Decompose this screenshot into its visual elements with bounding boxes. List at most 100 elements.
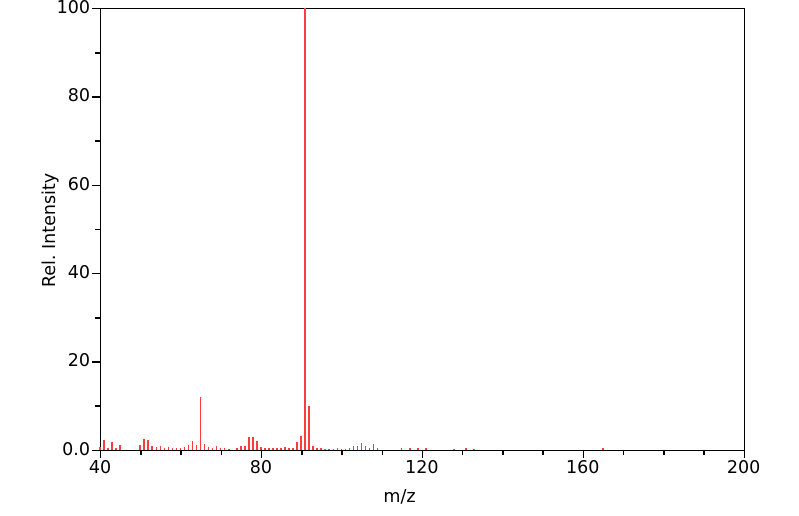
x-tick-label: 120 — [405, 458, 439, 478]
top-spine — [100, 8, 745, 10]
spectrum-peak — [239, 446, 242, 450]
spectrum-peak — [219, 447, 222, 450]
x-tick-major — [260, 450, 263, 458]
x-tick-label: 200 — [726, 458, 761, 478]
y-tick-minor — [95, 405, 100, 407]
x-tick-label: 40 — [88, 458, 112, 478]
x-tick-minor — [220, 450, 223, 455]
spectrum-peak — [167, 446, 170, 450]
spectrum-peak — [227, 448, 230, 450]
spectrum-peak — [175, 447, 178, 450]
spectrum-peak — [103, 439, 105, 450]
spectrum-peak — [276, 448, 278, 450]
spectrum-peak — [372, 443, 375, 450]
spectrum-peak — [332, 448, 335, 450]
spectrum-peak — [376, 447, 379, 450]
spectrum-peak — [292, 447, 294, 450]
spectrum-peak — [364, 446, 367, 450]
spectrum-peak — [344, 448, 347, 450]
y-tick-minor — [95, 317, 100, 319]
spectrum-peak — [602, 447, 604, 450]
spectrum-peak — [348, 448, 351, 450]
spectrum-peak — [151, 446, 154, 450]
spectrum-peak — [179, 448, 182, 450]
spectrum-peak — [268, 448, 270, 450]
spectrum-peak — [260, 447, 262, 450]
spectrum-peak — [296, 442, 298, 450]
spectrum-peak — [147, 440, 150, 450]
spectrum-peak — [473, 448, 475, 450]
spectrum-peak — [316, 448, 318, 450]
x-tick-minor — [542, 450, 544, 455]
y-tick-label: 100 — [56, 0, 90, 18]
spectrum-peak — [211, 447, 214, 450]
spectrum-peak — [244, 445, 246, 450]
spectrum-peak — [312, 445, 314, 450]
spectrum-peak — [203, 443, 206, 450]
y-tick-major — [92, 96, 100, 98]
spectrum-peak — [248, 437, 250, 450]
spectrum-peak — [264, 447, 266, 450]
x-tick-minor — [140, 450, 142, 455]
x-tick-minor — [703, 450, 705, 455]
spectrum-peak — [308, 405, 310, 450]
spectrum-peak — [163, 447, 166, 450]
y-tick-label: 80 — [67, 86, 90, 107]
y-tick-major — [92, 8, 100, 10]
y-tick-label: 40 — [67, 262, 90, 283]
x-tick-minor — [180, 450, 182, 455]
spectrum-peak — [107, 447, 109, 450]
x-tick-minor — [663, 450, 665, 455]
spectrum-peak — [191, 440, 194, 450]
x-tick-major — [421, 450, 424, 458]
x-tick-label: 160 — [565, 458, 600, 478]
spectrum-peak — [360, 442, 363, 450]
spectrum-peak — [352, 446, 355, 450]
spectrum-peak — [416, 448, 419, 450]
x-tick-minor — [462, 450, 464, 455]
y-tick-minor — [95, 52, 100, 54]
y-tick-major — [92, 272, 100, 275]
spectrum-peak — [119, 445, 121, 450]
y-axis-title-wrapper: Rel. Intensity — [24, 0, 60, 460]
x-tick-minor — [622, 450, 625, 455]
spectrum-peak — [340, 448, 343, 450]
spectrum-peak — [199, 397, 202, 450]
y-tick-major — [92, 361, 100, 363]
x-tick-minor — [301, 450, 303, 455]
spectrum-peak — [235, 448, 238, 450]
spectrum-peak — [256, 441, 258, 450]
x-axis-title: m/z — [383, 487, 416, 507]
x-tick-major — [582, 450, 585, 458]
spectrum-peak — [356, 446, 359, 450]
spectrum-peak — [139, 444, 142, 450]
spectrum-peak — [288, 448, 290, 450]
spectrum-peak — [183, 447, 186, 450]
y-axis-title: Rel. Intensity — [40, 172, 60, 288]
spectrum-peak — [159, 445, 162, 450]
spectrum-peak — [368, 447, 371, 450]
x-tick-minor — [341, 450, 343, 455]
spectrum-peak — [408, 447, 411, 450]
plot-area — [100, 8, 744, 450]
spectrum-peak — [171, 448, 174, 450]
spectrum-peak — [336, 448, 339, 450]
spectrum-peak — [304, 8, 306, 450]
y-tick-minor — [95, 140, 100, 142]
y-tick-major — [92, 449, 100, 451]
spectrum-peak — [328, 448, 331, 450]
spectrum-peak — [215, 446, 218, 450]
spectrum-peak — [400, 447, 403, 450]
right-spine — [743, 8, 745, 451]
x-tick-minor — [381, 450, 383, 455]
spectrum-peak — [143, 438, 146, 450]
x-tick-minor — [502, 450, 504, 455]
spectrum-peak — [280, 447, 282, 450]
y-tick-label: 20 — [67, 351, 90, 372]
y-tick-minor — [95, 228, 100, 231]
spectrum-peak — [320, 447, 323, 450]
spectrum-peak — [284, 447, 286, 450]
y-tick-label: 60 — [67, 174, 90, 195]
y-axis-line — [100, 8, 102, 451]
